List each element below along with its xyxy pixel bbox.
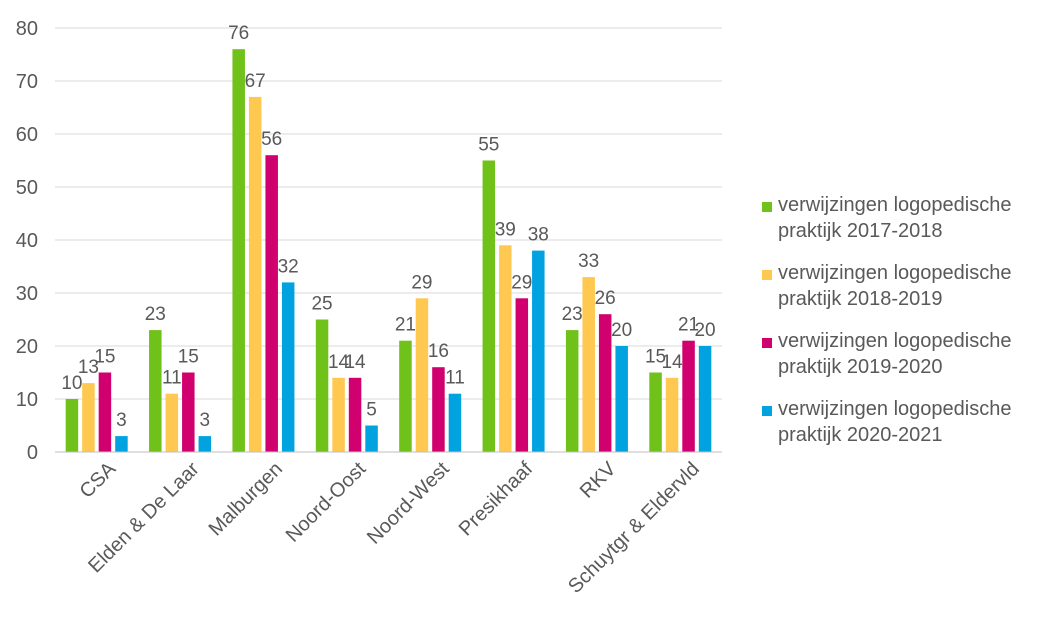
data-label: 33 <box>578 251 599 272</box>
bar <box>565 330 579 452</box>
y-tick-label: 50 <box>16 177 38 199</box>
bar <box>399 340 412 452</box>
data-label: 14 <box>661 352 683 373</box>
data-label: 15 <box>94 347 115 368</box>
bar <box>682 340 695 452</box>
bar <box>98 372 112 452</box>
bars <box>65 49 712 453</box>
bar <box>65 399 79 452</box>
bar <box>348 377 362 452</box>
data-label: 5 <box>366 400 377 421</box>
y-tick-label: 40 <box>16 230 38 252</box>
bar <box>448 393 462 452</box>
data-label: 11 <box>162 368 182 389</box>
data-label: 15 <box>645 347 666 368</box>
data-label: 11 <box>445 368 465 389</box>
bar <box>532 250 545 452</box>
data-label: 10 <box>61 373 82 394</box>
data-label: 14 <box>328 352 350 373</box>
x-tick-label: Noord-Oost <box>282 458 371 547</box>
data-label: 23 <box>562 304 583 325</box>
bar <box>665 377 679 452</box>
bar <box>182 372 195 452</box>
x-tick-label: CSA <box>76 458 121 503</box>
y-axis: 0 10 20 30 40 50 60 70 80 <box>16 18 38 464</box>
bar <box>432 367 445 452</box>
data-label: 76 <box>228 23 249 44</box>
bar <box>415 298 429 452</box>
bar <box>698 346 712 452</box>
bar <box>598 314 612 452</box>
bar <box>515 298 529 452</box>
y-tick-label: 60 <box>16 124 38 146</box>
legend-swatch <box>762 270 772 280</box>
bar <box>82 383 95 452</box>
x-tick-label: Presikhaaf <box>455 458 538 541</box>
data-label: 25 <box>311 294 332 315</box>
legend-item: verwijzingen logopedische praktijk 2020-… <box>762 396 1062 464</box>
y-tick-label: 30 <box>16 283 38 305</box>
legend-swatch <box>762 338 772 348</box>
legend-swatch <box>762 406 772 416</box>
data-label: 14 <box>344 352 366 373</box>
legend-item: verwijzingen logopedische praktijk 2019-… <box>762 328 1062 396</box>
bar <box>265 155 278 452</box>
data-label: 15 <box>178 347 199 368</box>
legend-item: verwijzingen logopedische praktijk 2018-… <box>762 260 1062 328</box>
bar <box>332 377 345 452</box>
bar <box>165 393 179 452</box>
legend-item: verwijzingen logopedische praktijk 2017-… <box>762 192 1062 260</box>
legend-swatch <box>762 202 772 212</box>
data-label: 67 <box>245 71 266 92</box>
legend-label: verwijzingen logopedische praktijk 2019-… <box>778 330 1012 378</box>
legend-label: verwijzingen logopedische praktijk 2018-… <box>778 262 1012 310</box>
data-label: 3 <box>200 410 211 431</box>
data-labels: 1013153231115376675632251414521291611553… <box>61 23 715 431</box>
bar <box>482 160 496 452</box>
legend-label: verwijzingen logopedische praktijk 2020-… <box>778 398 1012 446</box>
bar <box>615 346 628 452</box>
data-label: 13 <box>78 357 99 378</box>
data-label: 32 <box>278 256 299 277</box>
data-label: 21 <box>395 315 416 336</box>
bar <box>365 425 378 452</box>
data-label: 20 <box>611 320 632 341</box>
bar <box>649 372 662 452</box>
data-label: 3 <box>116 410 127 431</box>
bar <box>281 282 295 452</box>
bar <box>232 49 245 452</box>
y-tick-label: 70 <box>16 71 38 93</box>
legend-label: verwijzingen logopedische praktijk 2017-… <box>778 194 1012 242</box>
bar <box>499 245 512 452</box>
data-label: 29 <box>511 272 532 293</box>
x-tick-label: Noord-West <box>363 458 454 549</box>
data-label: 16 <box>428 341 449 362</box>
x-tick-label: Malburgen <box>205 458 287 540</box>
data-label: 29 <box>411 272 432 293</box>
data-label: 21 <box>678 315 699 336</box>
data-label: 56 <box>261 129 282 150</box>
bar <box>149 330 162 452</box>
y-tick-label: 0 <box>27 442 38 464</box>
bar <box>315 319 329 452</box>
legend: verwijzingen logopedische praktijk 2017-… <box>762 192 1062 464</box>
data-label: 26 <box>595 288 616 309</box>
data-label: 39 <box>495 219 516 240</box>
data-label: 23 <box>145 304 166 325</box>
x-tick-label: RKV <box>576 458 621 503</box>
bar <box>115 436 128 452</box>
data-label: 38 <box>528 225 549 246</box>
bar <box>582 277 595 452</box>
y-tick-label: 10 <box>16 389 38 411</box>
y-tick-label: 80 <box>16 18 38 40</box>
bar <box>248 96 262 453</box>
y-tick-label: 20 <box>16 336 38 358</box>
bar <box>198 436 212 452</box>
data-label: 55 <box>478 135 499 156</box>
data-label: 20 <box>694 320 715 341</box>
